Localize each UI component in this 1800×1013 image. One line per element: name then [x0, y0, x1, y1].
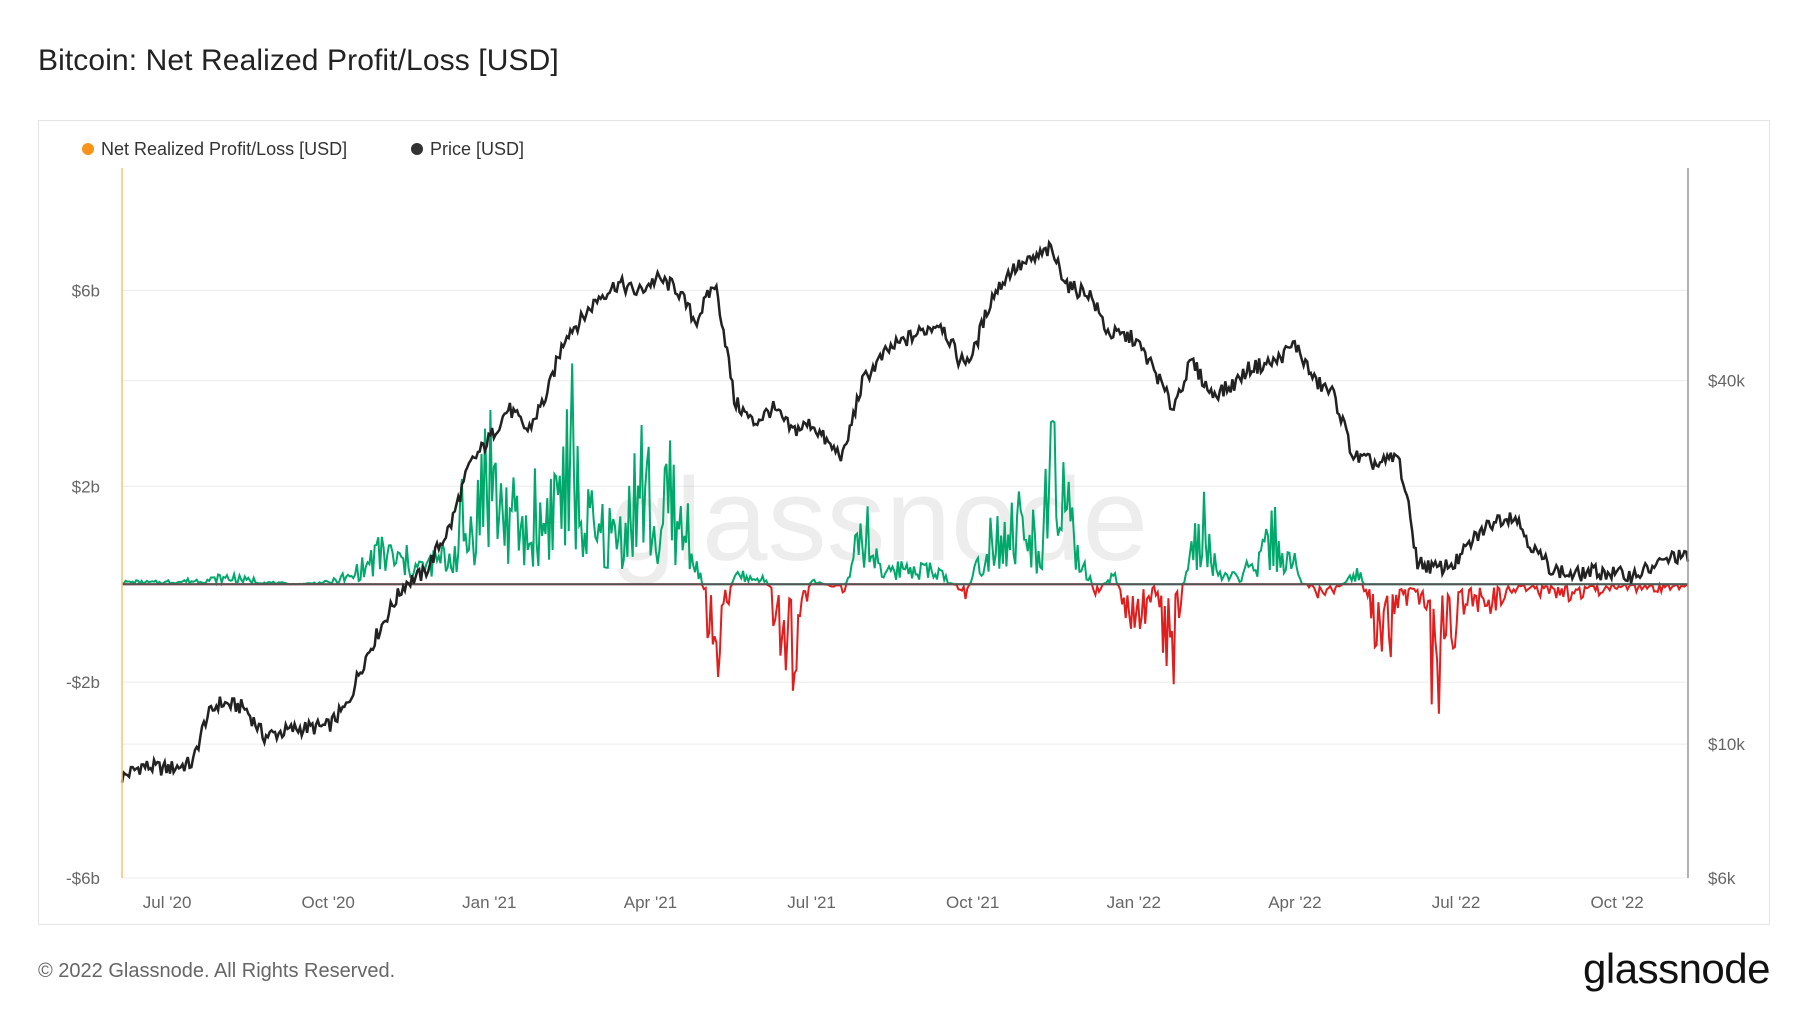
left-axis-ticks: $6b $2b -$2b -$6b: [66, 281, 100, 888]
x-axis-tick-label: Oct '21: [946, 893, 999, 912]
chart-title: Bitcoin: Net Realized Profit/Loss [USD]: [38, 44, 559, 77]
chart-frame: [38, 120, 1770, 925]
x-axis-tick-label: Oct '22: [1590, 893, 1643, 912]
legend: Net Realized Profit/Loss [USD] Price [USD…: [82, 139, 524, 159]
left-axis-tick-label: -$6b: [66, 869, 100, 888]
left-axis-tick-label: $6b: [72, 281, 100, 300]
x-axis-tick-label: Jul '21: [787, 893, 836, 912]
copyright-footer: © 2022 Glassnode. All Rights Reserved.: [38, 960, 396, 982]
x-axis-tick-label: Apr '21: [624, 893, 677, 912]
legend-marker: [82, 143, 94, 155]
legend-label: Price [USD]: [430, 139, 524, 159]
grid-lines: [122, 289, 1688, 879]
x-axis-tick-label: Apr '22: [1268, 893, 1321, 912]
x-axis-tick-label: Oct '20: [302, 893, 355, 912]
legend-marker: [411, 143, 423, 155]
right-axis-ticks: $40k $10k $6k: [1708, 372, 1745, 888]
right-axis-tick-label: $40k: [1708, 372, 1745, 391]
price-line: [120, 239, 1690, 783]
right-axis-tick-label: $6k: [1708, 869, 1736, 888]
glassnode-logo: glassnode: [1583, 945, 1770, 992]
x-axis-ticks: Jul '20 Oct '20 Jan '21 Apr '21 Jul '21 Oct '…: [143, 893, 1644, 912]
x-axis-tick-label: Jul '20: [143, 893, 192, 912]
nrpl-loss-line: [122, 581, 1689, 714]
left-axis-tick-label: $2b: [72, 477, 100, 496]
legend-label: Net Realized Profit/Loss [USD]: [101, 139, 347, 159]
x-axis-tick-label: Jan '21: [462, 893, 516, 912]
x-axis-tick-label: Jan '22: [1107, 893, 1161, 912]
x-axis-tick-label: Jul '22: [1432, 893, 1481, 912]
left-axis-tick-label: -$2b: [66, 673, 100, 692]
right-axis-tick-label: $10k: [1708, 735, 1745, 754]
